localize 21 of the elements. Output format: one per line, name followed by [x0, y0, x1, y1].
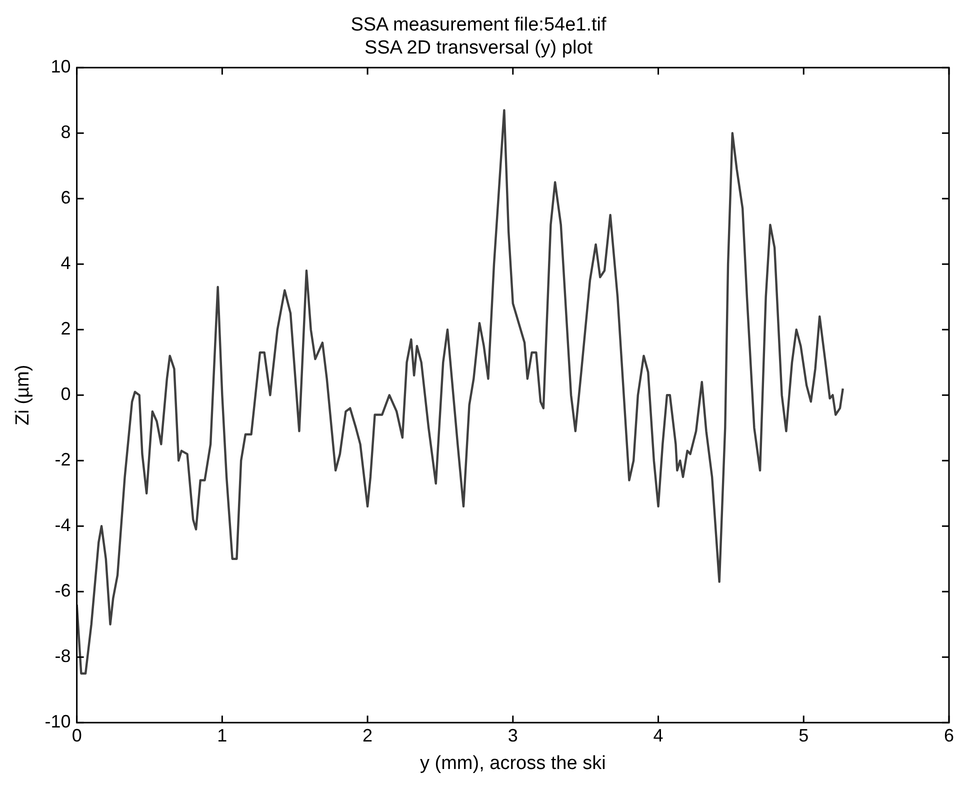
y-axis-title: Zi (µm) — [12, 364, 34, 426]
chart-title: SSA measurement file:54e1.tif — [350, 14, 608, 36]
y-tick-label: 4 — [60, 253, 71, 274]
x-tick-label: 6 — [944, 725, 954, 746]
y-tick-label: 0 — [60, 384, 71, 404]
x-tick-label: 3 — [508, 725, 518, 746]
chart-subtitle: SSA 2D transversal (y) plot — [364, 37, 594, 58]
y-tick-label: 6 — [60, 188, 71, 208]
y-tick-label: -10 — [44, 712, 71, 732]
y-tick-label: 8 — [60, 122, 71, 142]
y-tick-label: -8 — [54, 646, 71, 666]
y-tick-label: -2 — [54, 450, 71, 470]
x-tick-label: 5 — [798, 725, 809, 746]
x-tick-label: 1 — [217, 725, 228, 746]
y-tick-label: -4 — [54, 515, 71, 536]
x-axis-title: y (mm), across the ski — [420, 752, 606, 774]
y-tick-label: 2 — [60, 318, 71, 339]
y-tick-label: -6 — [54, 580, 71, 601]
x-tick-label: 2 — [362, 725, 373, 746]
x-tick-label: 4 — [653, 725, 664, 746]
y-tick-label: 10 — [50, 56, 71, 77]
